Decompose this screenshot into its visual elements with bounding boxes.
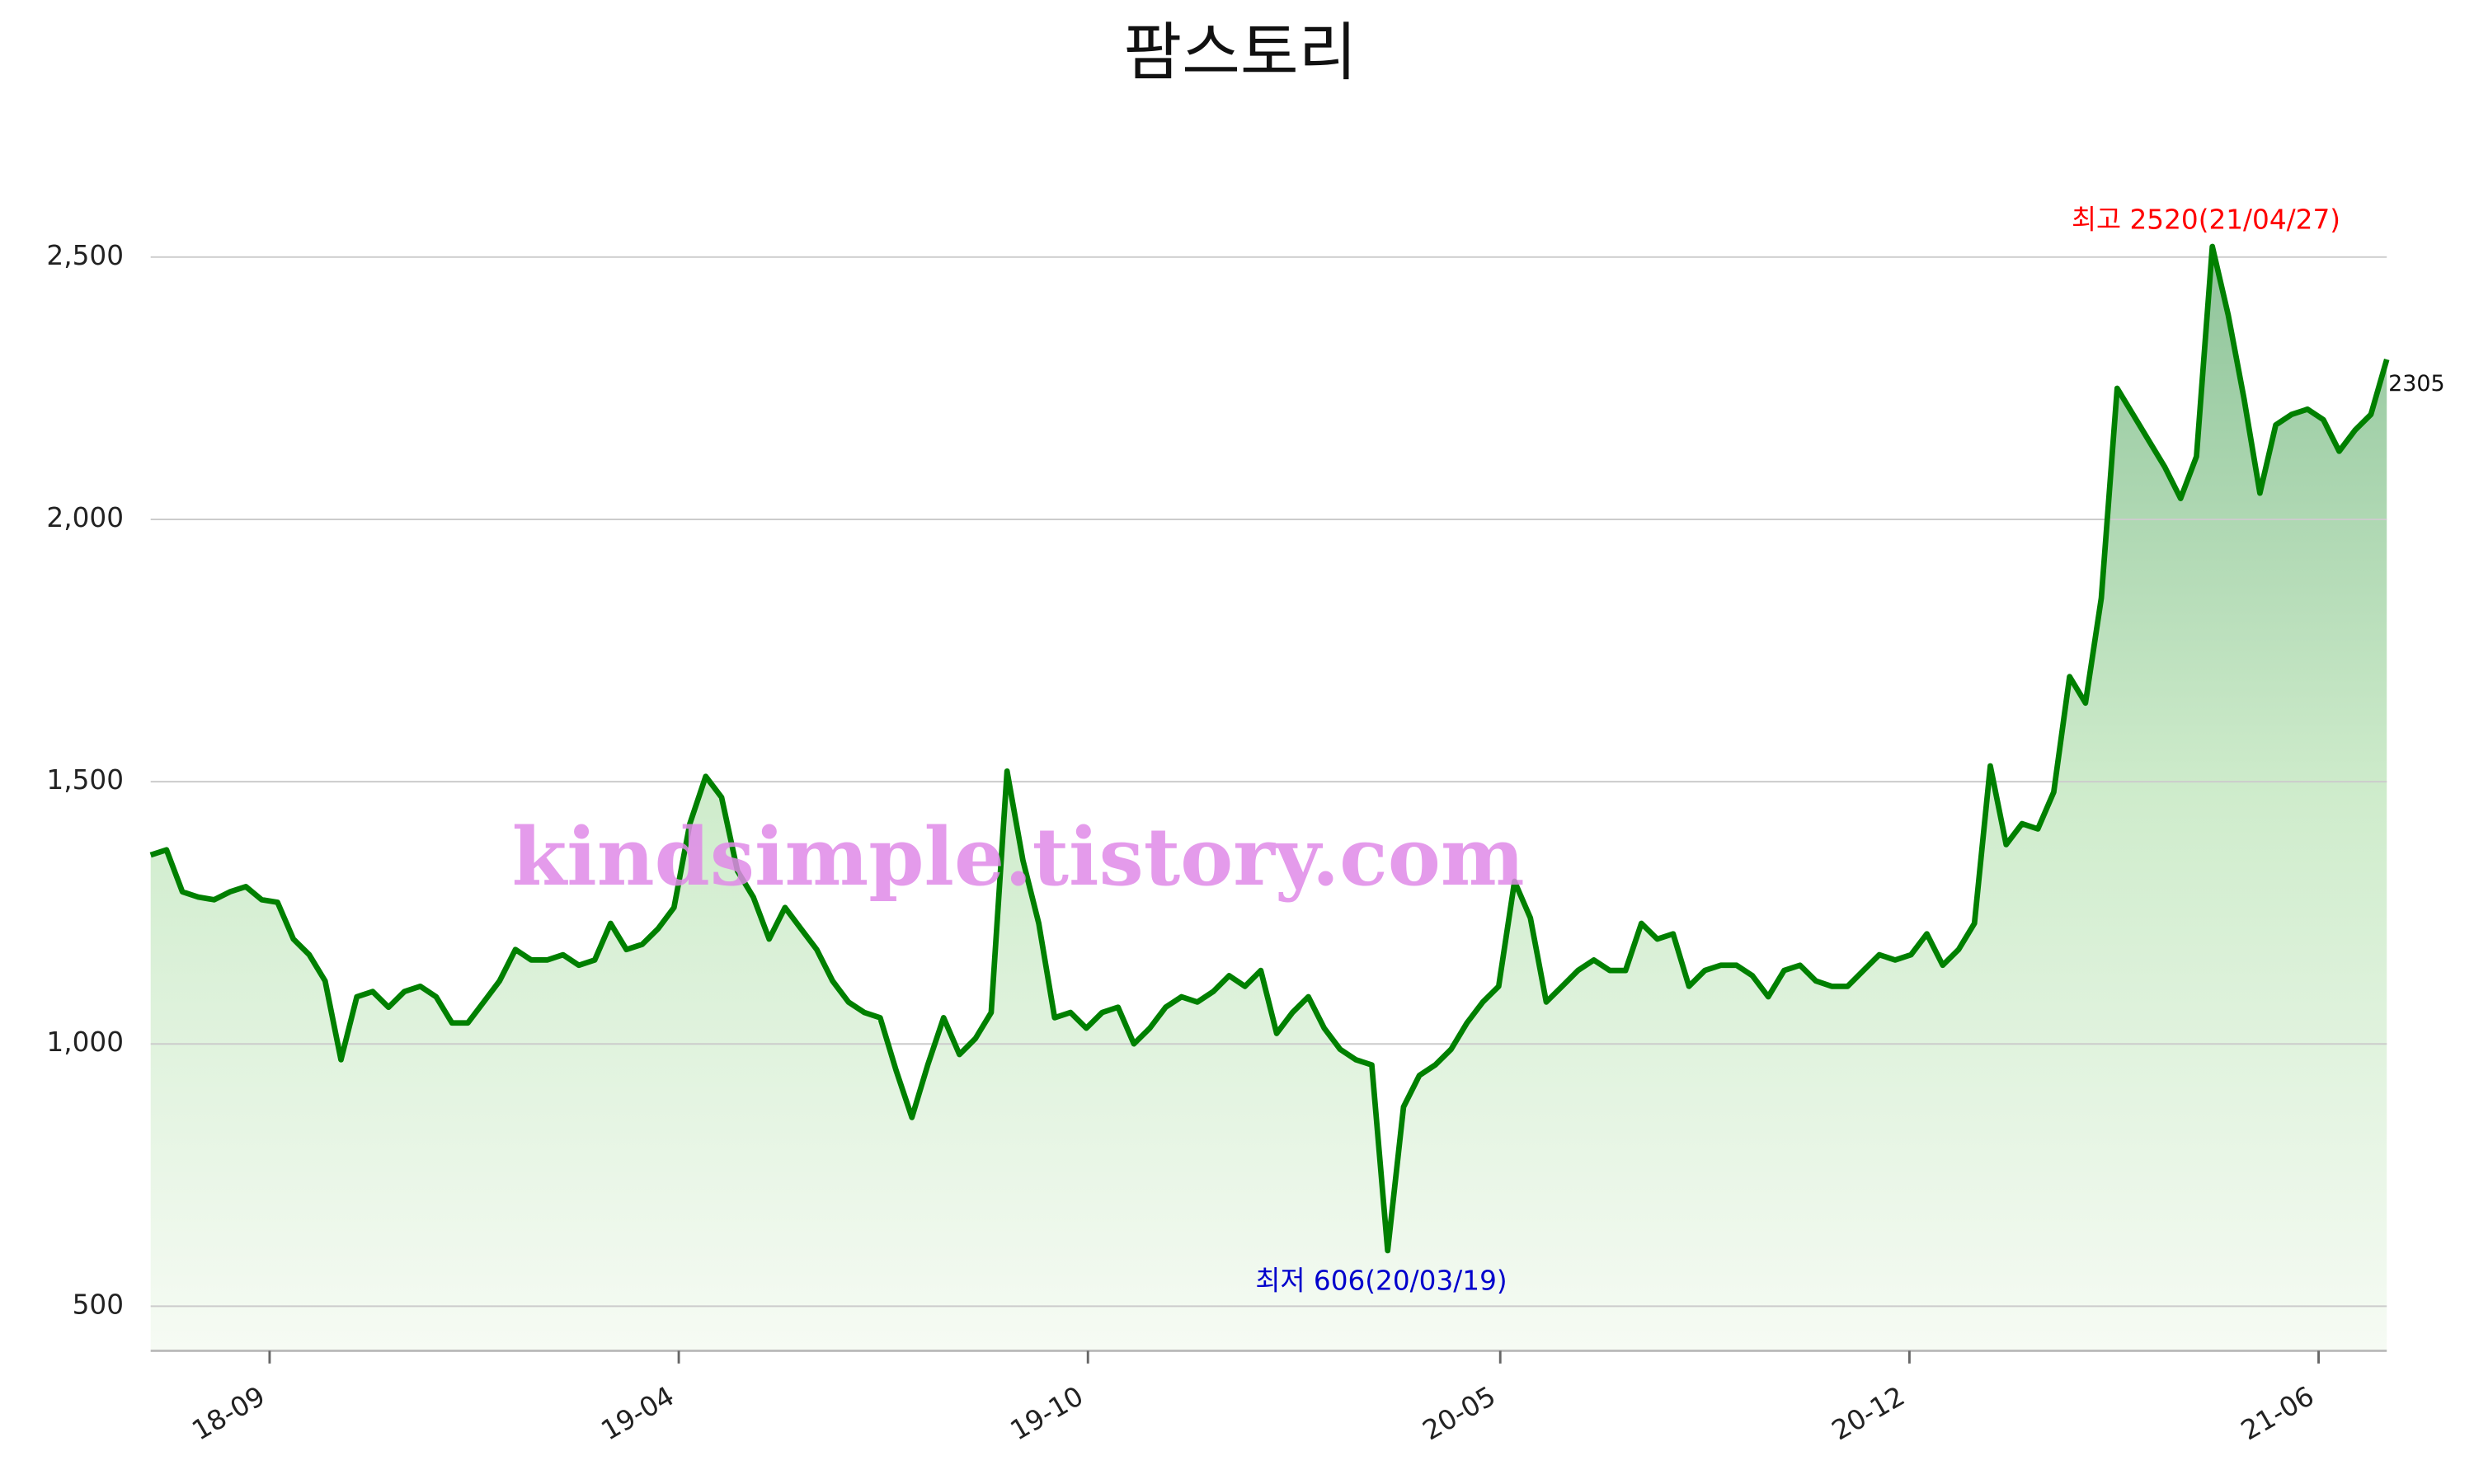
- y-tick-label: 2,500: [46, 240, 124, 271]
- y-tick-label: 500: [73, 1289, 124, 1320]
- watermark: kindsimple.tistory.com: [512, 810, 1525, 904]
- last-value-label: 2305: [2388, 371, 2444, 397]
- annotation: 최저 606(20/03/19): [1255, 1265, 1507, 1296]
- x-tick-label: 19-10: [1005, 1380, 1089, 1446]
- x-tick-label: 21-06: [2236, 1380, 2319, 1446]
- chart-title: 팜스토리: [1123, 16, 1357, 90]
- area: [150, 247, 2387, 1351]
- x-tick-label: 19-04: [596, 1380, 680, 1446]
- x-tick-label: 20-05: [1418, 1380, 1501, 1446]
- y-tick-label: 2,000: [46, 502, 124, 533]
- annotation: 최고 2520(21/04/27): [2072, 204, 2340, 235]
- x-tick-label: 20-12: [1827, 1380, 1910, 1446]
- x-tick-label: 18-09: [186, 1380, 270, 1446]
- y-tick-label: 1,500: [46, 764, 124, 796]
- y-tick-label: 1,000: [46, 1026, 124, 1058]
- price-line: [149, 243, 2390, 1254]
